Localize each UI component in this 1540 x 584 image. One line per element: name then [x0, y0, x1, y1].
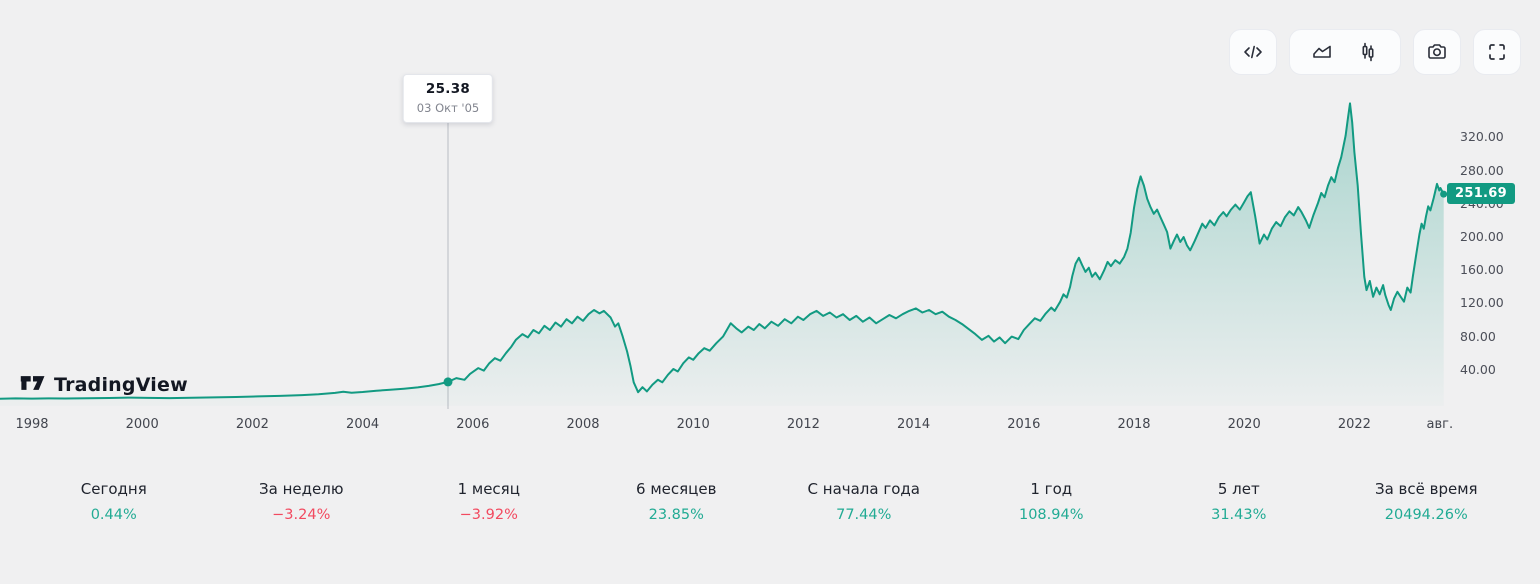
period-stat-6m[interactable]: 6 месяцев 23.85%	[583, 480, 771, 523]
period-stat-5y[interactable]: 5 лет 31.43%	[1145, 480, 1333, 523]
code-icon	[1241, 40, 1265, 64]
time-axis-label: 2012	[786, 417, 820, 432]
period-stat-label: С начала года	[807, 480, 920, 498]
period-stat-value: 0.44%	[90, 507, 137, 523]
price-axis-label: 160.00	[1460, 262, 1504, 278]
chart-toolbar	[1229, 29, 1521, 75]
time-axis-label: 1998	[15, 417, 49, 432]
fullscreen-icon	[1485, 40, 1509, 64]
time-axis-label: 2022	[1337, 417, 1371, 432]
price-axis-label: 40.00	[1460, 361, 1496, 377]
period-stat-label: 1 год	[1030, 480, 1073, 498]
time-axis-label: авг.	[1426, 417, 1454, 432]
price-chart[interactable]	[0, 0, 1540, 452]
period-stat-label: За всё время	[1374, 480, 1478, 498]
tooltip-date: 03 Окт '05	[416, 101, 480, 115]
area-chart-icon[interactable]	[1310, 40, 1334, 64]
price-line	[0, 102, 1445, 400]
last-price-badge: 251.69	[1447, 183, 1515, 204]
embed-code-button[interactable]	[1229, 29, 1277, 75]
period-stat-value: 77.44%	[836, 507, 892, 523]
chart-style-group	[1289, 29, 1401, 75]
period-stat-ytd[interactable]: С начала года 77.44%	[770, 480, 958, 523]
period-stats-row: Сегодня 0.44% За неделю −3.24% 1 месяц −3.92%…	[20, 480, 1520, 523]
last-price-dot	[1440, 190, 1448, 198]
fullscreen-button[interactable]	[1473, 29, 1521, 75]
period-stat-value: −3.92%	[459, 507, 518, 523]
time-axis-label: 2016	[1007, 417, 1041, 432]
tradingview-logo-text: TradingView	[54, 374, 188, 396]
period-stat-1m[interactable]: 1 месяц −3.92%	[395, 480, 583, 523]
time-axis-label: 2014	[897, 417, 931, 432]
price-axis-label: 120.00	[1460, 295, 1504, 311]
period-stat-today[interactable]: Сегодня 0.44%	[20, 480, 208, 523]
candlestick-icon[interactable]	[1356, 40, 1380, 64]
price-axis-label: 320.00	[1460, 129, 1504, 145]
period-stat-all[interactable]: За всё время 20494.26%	[1333, 480, 1521, 523]
period-stat-value: 31.43%	[1211, 507, 1267, 523]
period-stat-week[interactable]: За неделю −3.24%	[208, 480, 396, 523]
crosshair-tooltip: 25.38 03 Окт '05	[402, 74, 494, 123]
period-stat-label: 1 месяц	[457, 480, 520, 498]
price-axis-label: 80.00	[1460, 328, 1496, 344]
tradingview-logo-icon	[20, 371, 46, 399]
period-stat-label: Сегодня	[80, 480, 147, 498]
period-stat-value: 23.85%	[648, 507, 704, 523]
time-axis-label: 2008	[566, 417, 600, 432]
period-stat-label: За неделю	[259, 480, 344, 498]
area-fill	[0, 103, 1444, 407]
period-stat-label: 5 лет	[1217, 480, 1260, 498]
period-stat-1y[interactable]: 1 год 108.94%	[958, 480, 1146, 523]
time-axis-label: 2010	[676, 417, 710, 432]
snapshot-button[interactable]	[1413, 29, 1461, 75]
tooltip-price: 25.38	[425, 81, 471, 97]
time-axis-label: 2000	[125, 417, 159, 432]
period-stat-label: 6 месяцев	[636, 480, 717, 498]
period-stat-value: 108.94%	[1018, 507, 1084, 523]
crosshair-point-dot	[443, 377, 453, 387]
tradingview-logo[interactable]: TradingView	[20, 371, 188, 399]
camera-icon	[1425, 40, 1449, 64]
time-axis-label: 2004	[346, 417, 380, 432]
period-stat-value: −3.24%	[272, 507, 331, 523]
price-axis-label: 280.00	[1460, 162, 1504, 178]
price-axis-label: 200.00	[1460, 229, 1504, 244]
period-stat-value: 20494.26%	[1384, 507, 1468, 523]
time-axis-label: 2020	[1227, 417, 1261, 432]
time-axis-label: 2006	[456, 417, 490, 432]
time-axis-label: 2002	[235, 417, 269, 432]
time-axis-label: 2018	[1117, 417, 1151, 432]
